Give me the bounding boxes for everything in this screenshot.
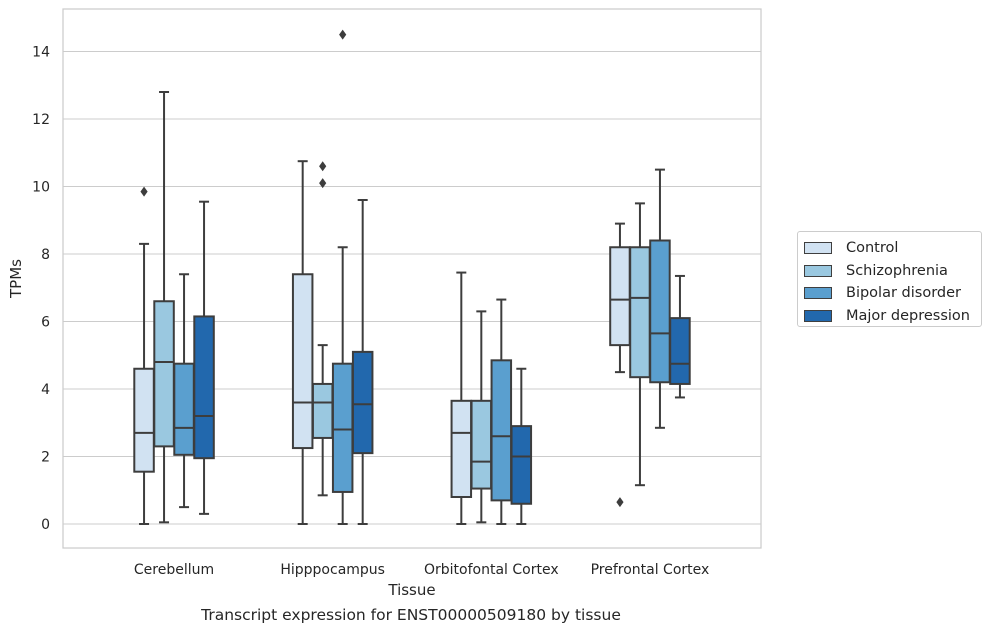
box-control-hipppocampus [291,160,314,525]
y-tick-label: 8 [41,247,50,263]
iqr-box [649,239,671,384]
y-tick-label: 0 [41,517,50,533]
y-tick-label: 2 [41,450,50,466]
legend-swatch [804,287,832,300]
iqr-box [193,315,215,460]
iqr-box [450,399,473,498]
y-axis-ticks: 0 2 4 6 8 10 12 14 [32,45,50,534]
plot-area-frame [62,8,762,549]
iqr-box [153,300,175,448]
box-schizophrenia-hipppocampus [311,161,334,497]
iqr-box [133,367,155,473]
iqr-box [609,246,631,347]
box-bipolar-disorder-cerebellum [173,273,195,509]
iqr-box [510,425,533,505]
iqr-box [173,362,195,456]
legend-item-schizophrenia: Schizophrenia [804,260,981,283]
box-bipolar-disorder-orbitofontal-cortex [490,298,513,525]
x-tick-label: Orbitofontal Cortex [424,562,559,578]
y-tick-label: 14 [32,45,50,61]
iqr-box [490,359,513,502]
legend-label: Bipolar disorder [846,285,961,302]
y-axis-label: TPMs [7,259,25,299]
boxes [133,29,691,525]
legend-swatch [804,264,832,277]
y-tick-label: 10 [32,180,50,196]
iqr-box [669,317,691,385]
x-axis-ticks: Cerebellum Hipppocampus Orbitofontal Corte… [134,562,709,578]
legend: Control Schizophrenia Bipolar disorder M… [797,231,982,327]
x-tick-label: Hipppocampus [280,562,385,578]
iqr-box [311,382,334,439]
outlier-point [339,29,347,40]
legend-swatch [804,309,832,322]
x-tick-label: Prefrontal Cortex [591,562,710,578]
legend-item-control: Control [804,237,981,260]
outlier-point [319,161,327,172]
y-tick-label: 6 [41,315,50,331]
iqr-box [351,350,374,455]
iqr-box [291,273,314,450]
outlier-point [319,178,327,189]
box-major-depression-cerebellum [193,200,215,515]
legend-label: Schizophrenia [846,262,948,279]
iqr-box [331,362,354,493]
x-tick-label: Cerebellum [134,562,214,578]
box-major-depression-hipppocampus [351,199,374,525]
legend-swatch [804,242,832,255]
iqr-box [629,246,651,379]
y-tick-label: 4 [41,382,50,398]
y-tick-label: 12 [32,112,50,128]
legend-label: Control [846,240,899,257]
box-major-depression-orbitofontal-cortex [510,367,533,525]
outlier-point [140,186,148,197]
legend-label: Major depression [846,307,970,324]
box-schizophrenia-cerebellum [153,91,175,524]
x-axis-label: Tissue [387,581,435,599]
box-bipolar-disorder-hipppocampus [331,29,354,525]
legend-item-bipolar-disorder: Bipolar disorder [804,282,981,305]
box-major-depression-prefrontal-cortex [669,274,691,399]
box-control-orbitofontal-cortex [450,271,473,525]
iqr-box [470,399,493,490]
box-schizophrenia-orbitofontal-cortex [470,310,493,524]
box-bipolar-disorder-prefrontal-cortex [649,168,671,429]
outlier-point [616,497,624,508]
box-schizophrenia-prefrontal-cortex [629,202,651,487]
box-control-prefrontal-cortex [609,222,631,508]
box-control-cerebellum [133,186,155,525]
chart-caption: Transcript expression for ENST0000050918… [201,606,621,624]
legend-item-major-depression: Major depression [804,305,981,328]
